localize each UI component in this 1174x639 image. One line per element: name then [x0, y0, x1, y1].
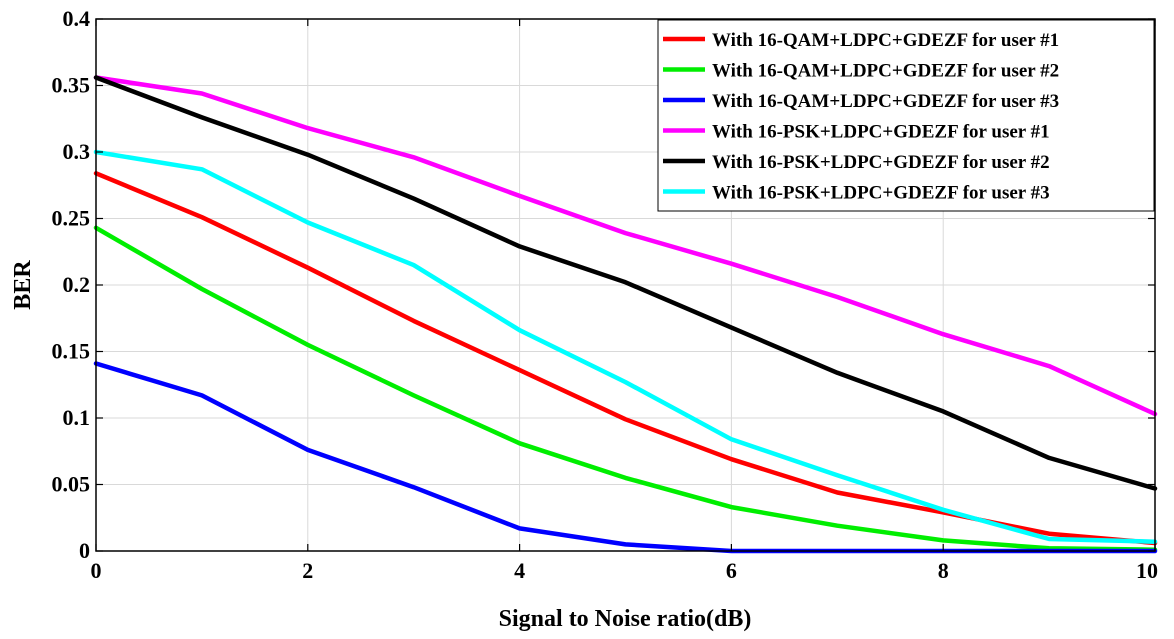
- series-line-4: [93, 75, 1158, 417]
- y-tick-label-5: 0.25: [52, 206, 91, 231]
- y-tick-label-6: 0.3: [63, 139, 91, 164]
- legend: With 16-QAM+LDPC+GDEZF for user #1 With 1…: [657, 19, 1155, 212]
- y-axis-title: BER: [10, 260, 36, 310]
- x-tick-label-5: 10: [1136, 558, 1158, 583]
- x-tick-label-0: 0: [91, 558, 102, 583]
- legend-label-2: With 16-QAM+LDPC+GDEZF for user #2: [712, 61, 1059, 82]
- x-tick-label-1: 2: [302, 558, 313, 583]
- y-tick-label-4: 0.2: [63, 272, 91, 297]
- y-tick-label-3: 0.15: [52, 339, 91, 364]
- series-line-6: [93, 149, 1158, 544]
- legend-label-1: With 16-QAM+LDPC+GDEZF for user #1: [712, 30, 1059, 51]
- series-line-5: [93, 75, 1158, 491]
- legend-label-6: With 16-PSK+LDPC+GDEZF for user #3: [712, 183, 1050, 204]
- y-tick-label-7: 0.35: [52, 73, 91, 98]
- y-tick-label-0: 0: [79, 538, 90, 563]
- x-axis-title: Signal to Noise ratio(dB): [499, 606, 752, 632]
- legend-box: [657, 19, 1155, 212]
- x-tick-label-4: 8: [938, 558, 949, 583]
- legend-label-4: With 16-PSK+LDPC+GDEZF for user #1: [712, 122, 1050, 143]
- x-tick-label-2: 4: [514, 558, 525, 583]
- legend-label-3: With 16-QAM+LDPC+GDEZF for user #3: [712, 91, 1059, 112]
- series-lines: [93, 75, 1158, 554]
- y-tick-label-1: 0.05: [52, 472, 91, 497]
- series-line-2: [93, 225, 1158, 552]
- legend-label-5: With 16-PSK+LDPC+GDEZF for user #2: [712, 152, 1050, 173]
- y-tick-label-8: 0.4: [63, 6, 91, 31]
- x-tick-label-3: 6: [726, 558, 737, 583]
- y-axis-ticks: 0 0.05 0.1 0.15 0.2 0.25 0.3 0.35 0.4: [52, 6, 1155, 563]
- y-tick-label-2: 0.1: [63, 405, 91, 430]
